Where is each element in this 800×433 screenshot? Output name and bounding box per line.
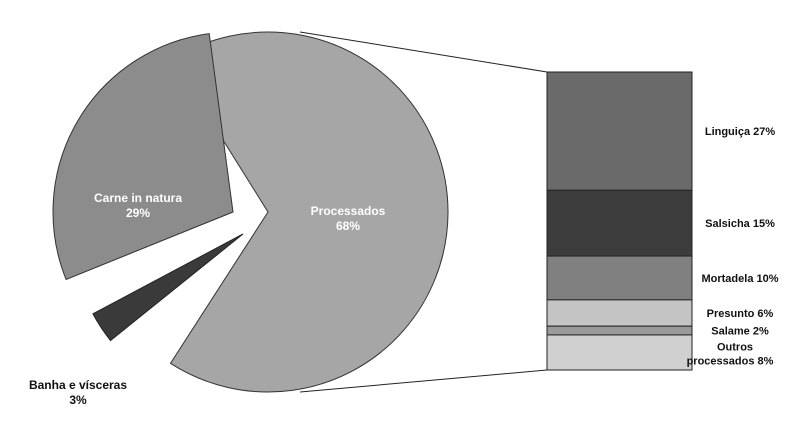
- bar-label-mortadela: Mortadela 10%: [701, 273, 778, 285]
- pie-label-processados-value: 68%: [336, 219, 360, 233]
- bar-label-linguica: Linguiça 27%: [705, 126, 776, 138]
- bar-label-outros-line1: Outros: [717, 341, 753, 353]
- bar-label-outros: Outros processados 8%: [687, 341, 774, 367]
- pie-slice-carne-in-natura: [52, 33, 234, 281]
- bar-label-salame: Salame 2%: [711, 326, 769, 338]
- pie-label-processados-name: Processados: [311, 204, 386, 218]
- pie-slice-banha-e-visceras: [92, 233, 244, 342]
- pie-slice-processados: [169, 31, 449, 393]
- pie-label-banha-value: 3%: [69, 393, 87, 407]
- pie-label-carne-name: Carne in natura: [94, 191, 182, 205]
- bar-label-presunto: Presunto 6%: [707, 308, 774, 320]
- bar-segment-salame: [546, 325, 693, 336]
- bar-segment-linguica: [546, 71, 693, 191]
- connector-line-bottom: [299, 369, 548, 393]
- connector-line-top: [299, 31, 548, 73]
- bar-label-outros-line2: processados 8%: [687, 355, 774, 367]
- pie-label-banha-name: Banha e vísceras: [29, 378, 127, 392]
- bar-label-salsicha: Salsicha 15%: [705, 218, 775, 230]
- pie-label-carne-value: 29%: [126, 206, 150, 220]
- bar-segment-outros: [546, 334, 693, 371]
- bar-segment-salsicha: [546, 189, 693, 257]
- bar-segment-presunto: [546, 299, 693, 327]
- bar-segment-mortadela: [546, 255, 693, 301]
